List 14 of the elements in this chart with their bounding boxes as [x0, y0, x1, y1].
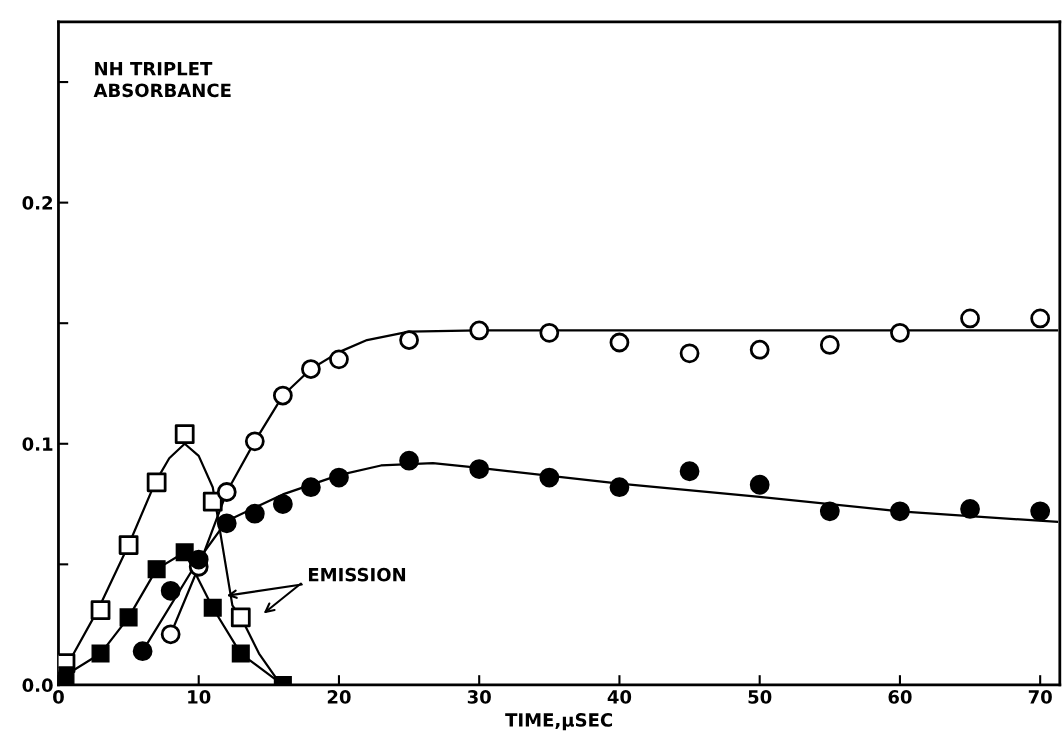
annotation: EMISSION	[308, 567, 406, 582]
x-axis-title: TIME,μSEC	[505, 713, 613, 731]
y-tick-label: 0.0	[22, 678, 53, 693]
x-tick-label: 70	[1028, 690, 1052, 704]
x-tick-label: 60	[888, 690, 912, 704]
x-tick-label: 0	[53, 690, 64, 704]
y-tick-label: 0.2	[22, 196, 53, 210]
text: NH TRIPLET ABSORBANCE	[93, 62, 231, 98]
x-tick-label: 20	[327, 690, 351, 704]
x-tick-label: 50	[748, 690, 772, 704]
x-tick-label: 40	[607, 690, 632, 704]
x-tick-label: 10	[188, 690, 211, 704]
y-tick-label: 0.1	[22, 437, 53, 451]
x-tick-label: 30	[467, 690, 491, 704]
